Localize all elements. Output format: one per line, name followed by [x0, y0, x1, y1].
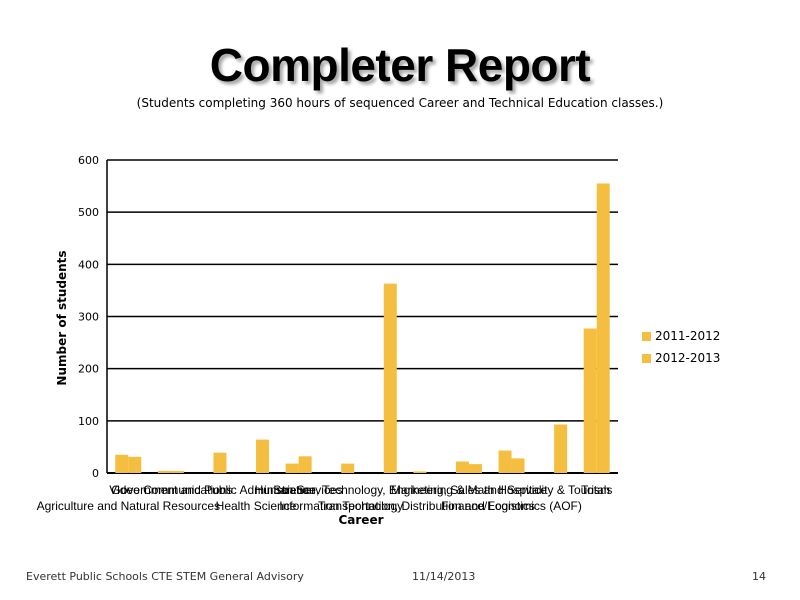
- x-category-label: Science, Technology, Engineering & Math: [273, 483, 494, 497]
- bar-2012-2013-2: [213, 452, 227, 473]
- x-category-label: Hospitality & Tourism: [498, 483, 610, 497]
- x-category-labels: Agriculture and Natural Resources Video C…: [37, 483, 613, 513]
- legend-swatch-2011-2012: [642, 331, 651, 341]
- y-tick-label: 100: [78, 415, 99, 428]
- bar-2012-2013-5: [341, 463, 355, 473]
- footer-organization: Everett Public Schools CTE STEM General …: [26, 570, 304, 583]
- x-category-label: Video Communications: [109, 483, 232, 497]
- gridlines: [107, 159, 618, 474]
- legend-item-2012-2013: 2012-2013: [642, 347, 720, 369]
- bar-2011-2012-1: [157, 470, 171, 473]
- y-tick-label: 0: [92, 467, 99, 480]
- bar-2011-2012-7: [413, 471, 427, 473]
- y-tick-label: 300: [78, 311, 99, 324]
- slide-title: Completer Report: [209, 39, 591, 91]
- page-number: 14: [752, 570, 766, 583]
- bar-2012-2013-11: [596, 183, 610, 473]
- bar-2011-2012-8: [455, 461, 469, 473]
- bar-2011-2012-4: [285, 463, 299, 473]
- bar-2011-2012-0: [115, 454, 129, 473]
- bar-2012-2013-3: [256, 439, 270, 473]
- x-category-label: Human Services: [255, 483, 343, 497]
- bar-2012-2013-6: [383, 283, 397, 473]
- bar-2012-2013-10: [554, 424, 568, 473]
- x-category-label: Totals: [581, 483, 612, 497]
- bar-2011-2012-11: [583, 328, 597, 473]
- x-axis-title: Career: [338, 513, 383, 527]
- x-category-label: Information Technology: [279, 499, 403, 513]
- y-tick-labels: 0 100 200 300 400 500 600: [78, 154, 99, 480]
- x-category-label: Transportation, Distribution and Logisti…: [318, 499, 535, 513]
- y-tick-label: 400: [78, 258, 99, 271]
- legend-swatch-2012-2013: [642, 353, 651, 363]
- legend-label-2012-2013: 2012-2013: [655, 351, 721, 365]
- bar-2012-2013-1: [170, 470, 184, 473]
- bar-2011-2012-9: [498, 450, 512, 473]
- legend-item-2011-2012: 2011-2012: [642, 325, 720, 347]
- x-category-label: Health Science: [216, 499, 297, 513]
- y-axis-title: Number of students: [55, 250, 69, 385]
- x-category-label: Government and Public Administration: [111, 483, 315, 497]
- footer-date: 11/14/2013: [412, 570, 476, 583]
- bar-2012-2013-9: [511, 458, 525, 473]
- x-category-label: Finance/Economics (AOF): [441, 499, 582, 513]
- x-category-label: Marketing, Sales and Service: [391, 483, 547, 497]
- bar-2012-2013-8: [468, 464, 482, 473]
- slide-subtitle: (Students completing 360 hours of sequen…: [136, 96, 664, 110]
- y-tick-label: 500: [78, 206, 99, 219]
- x-category-label: Agriculture and Natural Resources: [37, 499, 220, 513]
- legend: 2011-2012 2012-2013: [642, 325, 720, 369]
- legend-label-2011-2012: 2011-2012: [655, 329, 721, 343]
- y-tick-label: 600: [78, 154, 99, 167]
- y-tick-label: 200: [78, 363, 99, 376]
- bars: [115, 183, 610, 473]
- bar-2012-2013-0: [128, 456, 142, 473]
- bar-2012-2013-4: [298, 456, 312, 473]
